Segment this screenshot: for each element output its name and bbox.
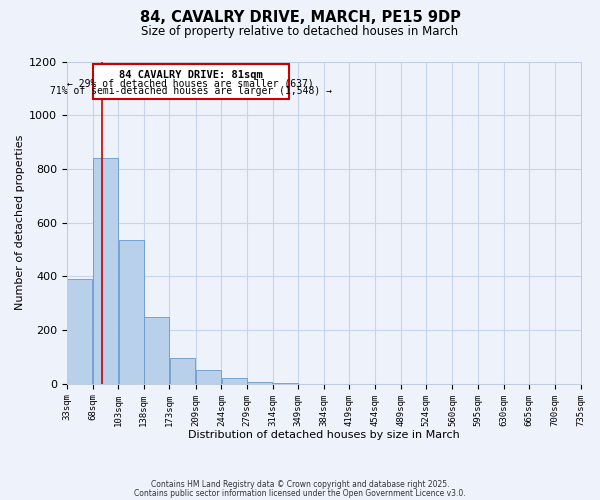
Bar xyxy=(247,382,272,384)
Text: Size of property relative to detached houses in March: Size of property relative to detached ho… xyxy=(142,25,458,38)
Bar xyxy=(119,240,143,384)
Text: 84 CAVALRY DRIVE: 81sqm: 84 CAVALRY DRIVE: 81sqm xyxy=(119,70,263,80)
Bar xyxy=(196,370,221,384)
Bar xyxy=(221,378,247,384)
FancyBboxPatch shape xyxy=(92,64,289,99)
Text: 84, CAVALRY DRIVE, MARCH, PE15 9DP: 84, CAVALRY DRIVE, MARCH, PE15 9DP xyxy=(140,10,460,25)
Bar xyxy=(67,279,92,384)
Text: ← 29% of detached houses are smaller (637): ← 29% of detached houses are smaller (63… xyxy=(67,78,314,88)
Y-axis label: Number of detached properties: Number of detached properties xyxy=(15,135,25,310)
Bar xyxy=(93,158,118,384)
Bar xyxy=(144,317,169,384)
Bar xyxy=(170,358,195,384)
X-axis label: Distribution of detached houses by size in March: Distribution of detached houses by size … xyxy=(188,430,460,440)
Text: Contains public sector information licensed under the Open Government Licence v3: Contains public sector information licen… xyxy=(134,488,466,498)
Text: 71% of semi-detached houses are larger (1,548) →: 71% of semi-detached houses are larger (… xyxy=(50,86,332,96)
Text: Contains HM Land Registry data © Crown copyright and database right 2025.: Contains HM Land Registry data © Crown c… xyxy=(151,480,449,489)
